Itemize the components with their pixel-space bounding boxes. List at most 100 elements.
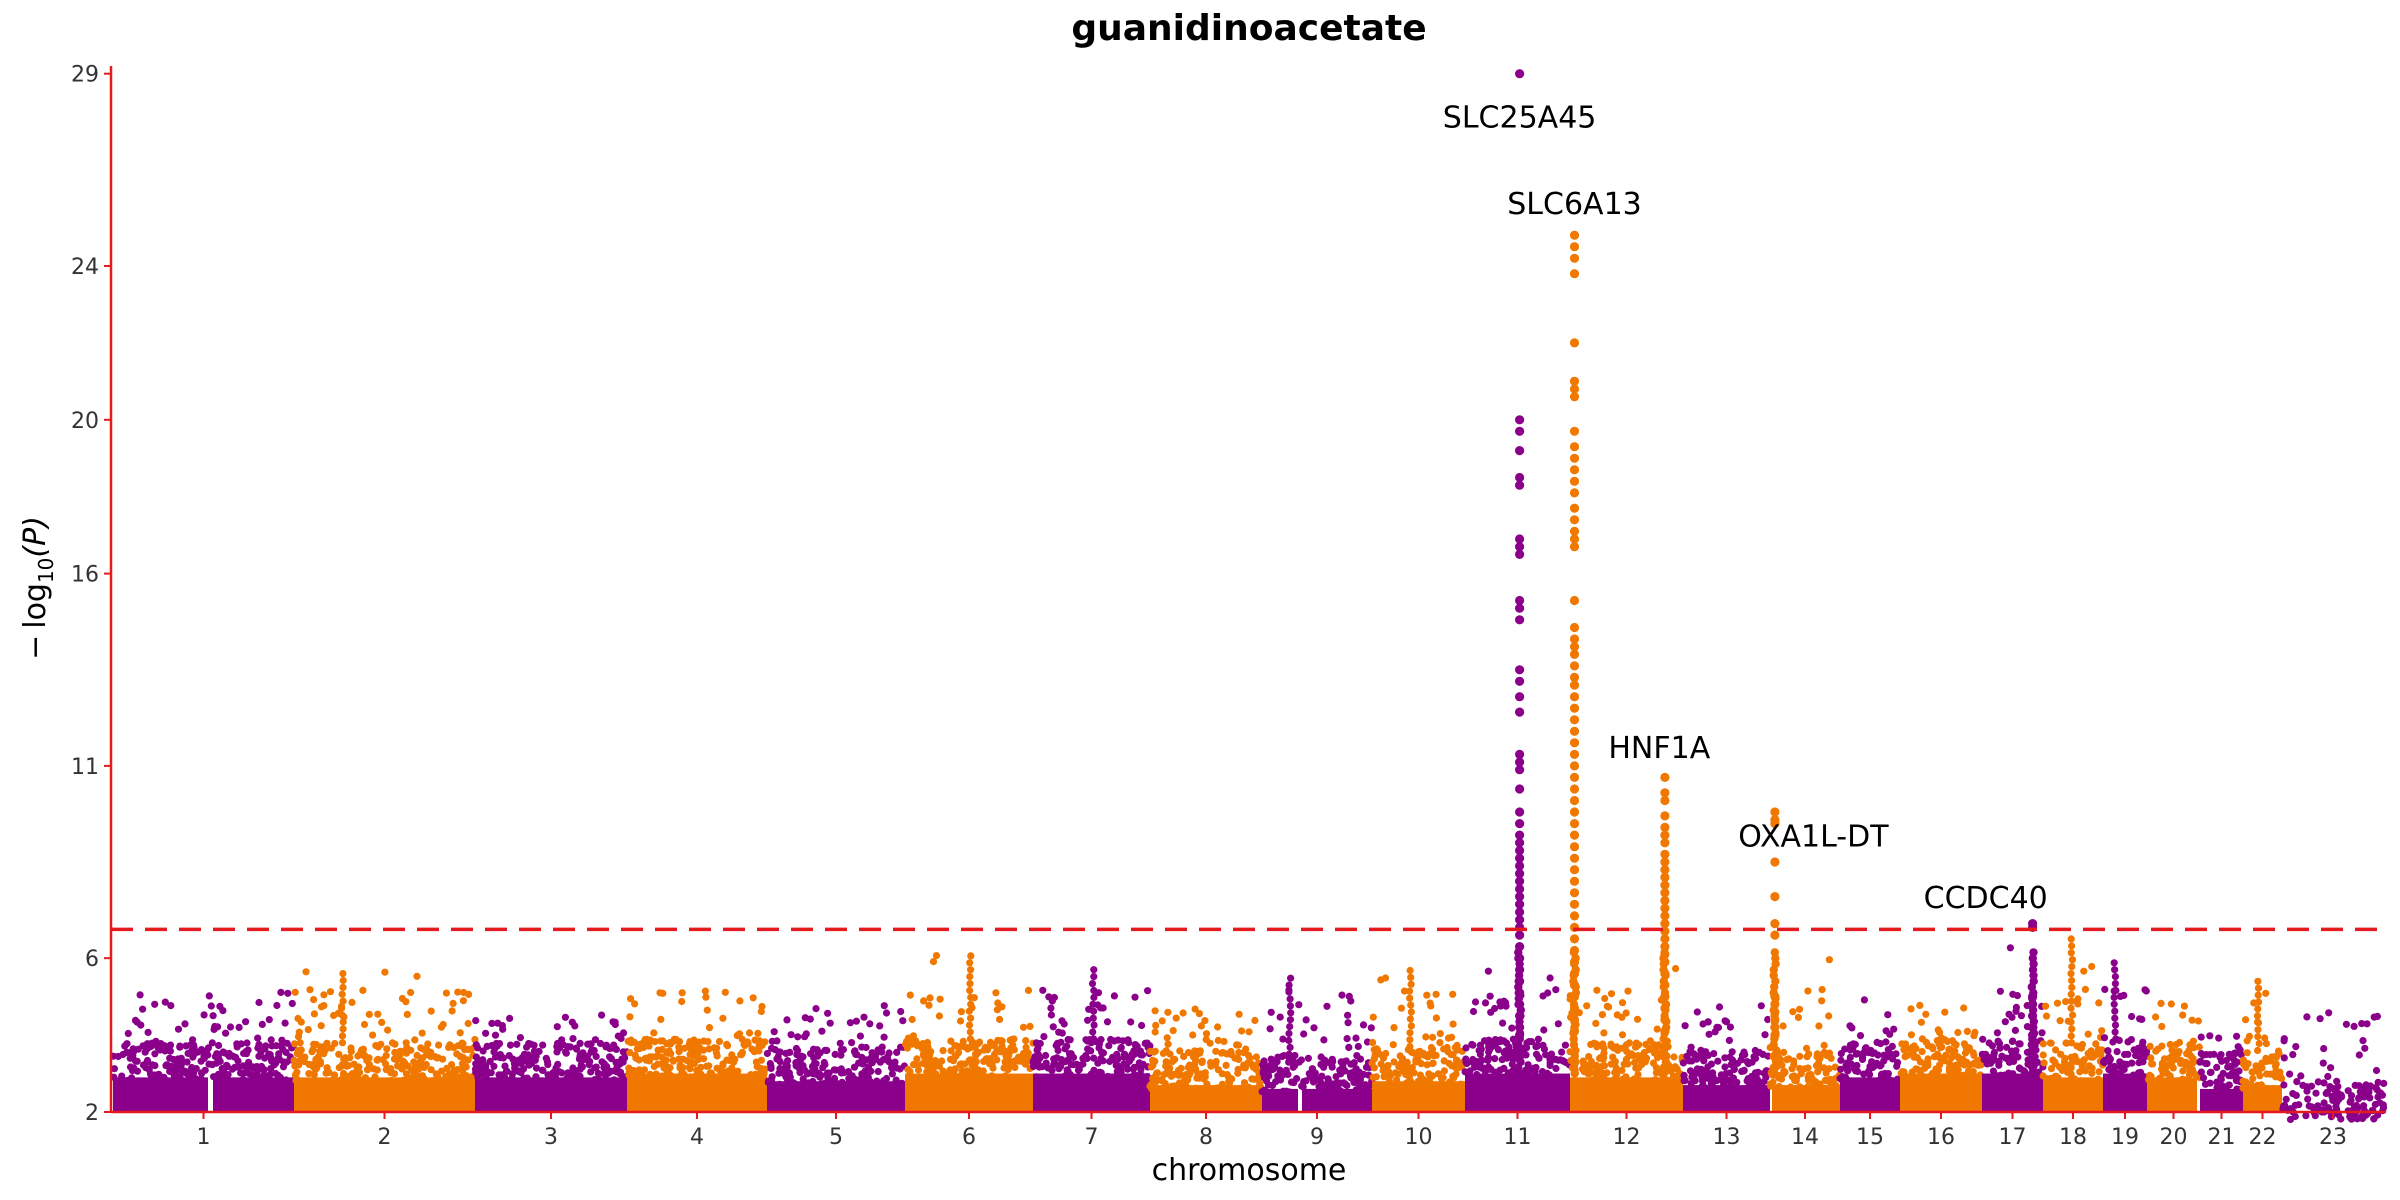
snp-point [1496, 1066, 1504, 1074]
snp-point [1654, 1054, 1662, 1062]
snp-point [2355, 1095, 2363, 1103]
snp-point [2195, 1043, 2203, 1051]
snp-point [1117, 1068, 1125, 1076]
snp-point [2173, 1055, 2181, 1063]
snp-point [1060, 1020, 1068, 1028]
snp-point [1631, 1058, 1639, 1066]
peak-snp-point [1660, 1015, 1670, 1025]
snp-point [1444, 1034, 1453, 1042]
snp-point [2077, 1044, 2085, 1052]
snp-point [1613, 1070, 1621, 1078]
snp-point [968, 1061, 976, 1069]
chromosome-11-points [1461, 967, 1573, 1112]
snp-point [2056, 1063, 2064, 1071]
snp-point [1345, 1043, 1353, 1051]
snp-point [1104, 1072, 1112, 1081]
snp-point [735, 1030, 744, 1038]
snp-point [128, 1074, 136, 1082]
snp-point [1779, 1022, 1787, 1030]
snp-point [265, 1016, 273, 1024]
snp-point [2262, 1040, 2270, 1048]
peak-snp-point [1569, 242, 1580, 252]
snp-point [121, 1042, 129, 1050]
peak-snp-point [1569, 488, 1580, 498]
snp-point [967, 1000, 975, 1008]
snp-point [338, 1039, 347, 1047]
snp-point [876, 1022, 884, 1030]
snp-point [2132, 1051, 2140, 1060]
snp-point [1462, 1044, 1470, 1052]
snp-point [2243, 1049, 2251, 1057]
snp-point [783, 1016, 791, 1024]
snp-point [1783, 1056, 1791, 1064]
y-tick-label: 6 [85, 947, 99, 972]
y-axis-title-log: log [18, 583, 53, 629]
snp-point [577, 1056, 585, 1064]
peak-snp-point [1515, 1022, 1525, 1032]
y-axis-title: −log10(P) [18, 516, 58, 660]
snp-point [1622, 1009, 1630, 1017]
snp-point [2242, 1064, 2250, 1072]
snp-point [818, 1027, 826, 1035]
snp-point [596, 1039, 605, 1048]
peak-snp-point [1515, 965, 1525, 975]
snp-point [1970, 1032, 1978, 1040]
snp-point [1552, 986, 1560, 994]
snp-point [2179, 1011, 2187, 1019]
snp-point [222, 1029, 230, 1037]
snp-point [1508, 1070, 1517, 1078]
snp-point [792, 1059, 800, 1067]
snp-point [129, 1052, 137, 1060]
snp-point [1245, 1028, 1253, 1036]
snp-point [920, 997, 928, 1005]
snp-point [823, 1079, 832, 1087]
snp-point [442, 989, 450, 997]
snp-point [935, 1012, 944, 1020]
snp-point [339, 1025, 347, 1033]
snp-point [2154, 1045, 2162, 1053]
x-tick-label-chromosome-20: 20 [2160, 1125, 2188, 1150]
snp-point [2180, 1076, 2188, 1084]
snp-point [226, 1023, 235, 1031]
peak-snp-point [1569, 672, 1580, 683]
snp-point [2280, 1054, 2288, 1062]
snp-point [732, 1071, 740, 1079]
snp-point [1630, 1075, 1638, 1083]
snp-point [1618, 1066, 1626, 1075]
snp-point [1760, 1077, 1768, 1086]
snp-point [606, 1053, 614, 1061]
snp-point [1279, 1087, 1287, 1095]
snp-point [482, 1029, 490, 1037]
snp-point [826, 1019, 834, 1027]
chromosome-4-points [624, 987, 769, 1112]
snp-point [2359, 1037, 2367, 1045]
snp-point [1390, 1024, 1398, 1032]
snp-point [1951, 1047, 1959, 1055]
snp-point [1193, 1074, 1201, 1082]
snp-point [1184, 1063, 1192, 1072]
snp-point [799, 1053, 807, 1061]
snp-point [1310, 1024, 1318, 1032]
snp-point [136, 991, 144, 999]
gene-label-OXA1L-DT: OXA1L-DT [1738, 820, 1889, 855]
snp-point [1601, 994, 1609, 1003]
snp-point [338, 1004, 346, 1012]
snp-point [2111, 1014, 2119, 1022]
snp-point [1192, 1084, 1200, 1092]
snp-point [967, 952, 975, 960]
snp-point [235, 1063, 243, 1071]
snp-point [858, 1043, 866, 1051]
snp-point [2067, 970, 2075, 978]
snp-point [1873, 1038, 1881, 1046]
snp-point [2110, 959, 2118, 967]
snp-point [2241, 1085, 2249, 1093]
peak-snp-point [1569, 1015, 1580, 1025]
snp-point [1300, 1078, 1308, 1086]
snp-point [966, 973, 974, 981]
chromosome-9-points [1258, 66, 1376, 1114]
snp-point [490, 1062, 498, 1070]
snp-point [1354, 1042, 1362, 1051]
chromosome-15-points [1836, 996, 1902, 1112]
peak-snp-point [1569, 842, 1580, 852]
